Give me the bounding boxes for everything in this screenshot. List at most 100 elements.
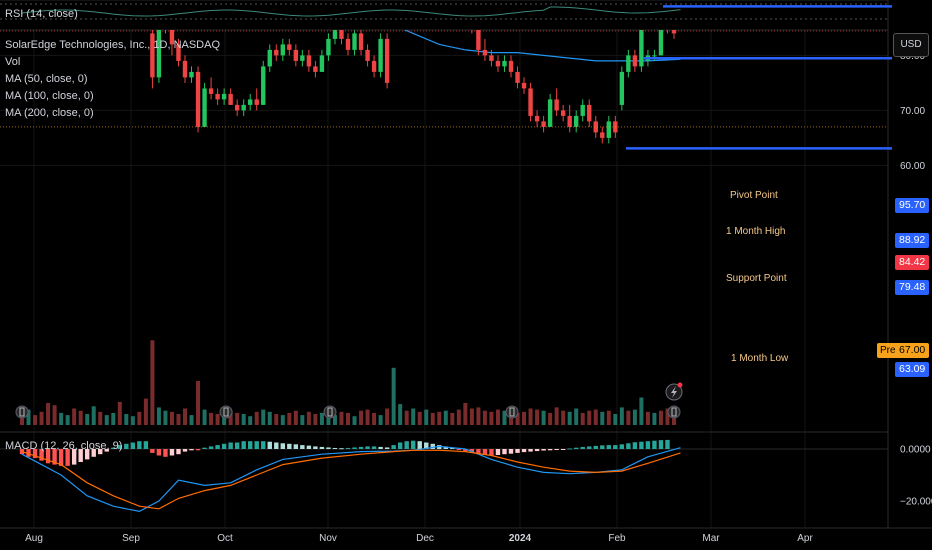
candle-body-79[interactable]	[534, 115, 540, 122]
earnings-icon-1[interactable]	[219, 405, 233, 419]
macd-hist-16	[124, 443, 129, 449]
candle-body-73[interactable]	[495, 60, 501, 67]
candle-body-90[interactable]	[606, 121, 611, 138]
candle-body-32[interactable]	[228, 93, 233, 105]
candle-body-72[interactable]	[489, 55, 494, 61]
candle-body-77[interactable]	[521, 82, 527, 89]
legend-vol[interactable]: Vol	[5, 56, 21, 68]
earnings-icon-0[interactable]	[15, 405, 29, 419]
candle-body-40[interactable]	[280, 44, 285, 56]
candle-body-43[interactable]	[300, 55, 305, 61]
candle-body-30[interactable]	[215, 93, 220, 100]
volume-bar-46	[319, 412, 324, 425]
candle-body-41[interactable]	[287, 44, 292, 50]
candle-body-97[interactable]	[652, 55, 657, 57]
macd-hist-38	[267, 441, 272, 449]
macd-hist-56	[384, 447, 390, 449]
candle-body-24[interactable]	[176, 44, 181, 61]
candle-body-81[interactable]	[547, 99, 553, 127]
candle-body-69[interactable]	[470, 11, 474, 28]
legend-title[interactable]: SolarEdge Technologies, Inc., 1D, NASDAQ	[5, 39, 221, 51]
time-tick-5: 2024	[509, 533, 532, 544]
legend-ma200[interactable]: MA (200, close, 0)	[5, 107, 94, 119]
candle-body-26[interactable]	[189, 71, 194, 78]
candle-body-83[interactable]	[560, 110, 566, 116]
macd-hist-57	[391, 445, 396, 449]
candle-body-49[interactable]	[339, 28, 344, 39]
candle-body-50[interactable]	[345, 38, 351, 50]
candle-body-52[interactable]	[358, 33, 364, 50]
macd-hist-64	[437, 445, 442, 449]
candle-body-36[interactable]	[254, 99, 259, 105]
candle-body-87[interactable]	[587, 104, 592, 122]
candle-body-74[interactable]	[502, 60, 507, 67]
support-point-label: Support Point	[726, 273, 787, 284]
candle-body-100[interactable]	[671, 28, 677, 34]
candle-body-27[interactable]	[195, 71, 201, 127]
earnings-icon-4[interactable]	[667, 405, 681, 419]
macd-hist-47	[326, 447, 331, 449]
volume-bar-21	[156, 407, 161, 425]
candle-body-33[interactable]	[234, 104, 240, 111]
currency-button[interactable]: USD	[893, 33, 929, 57]
candle-body-23[interactable]	[169, 17, 175, 45]
candle-body-28[interactable]	[202, 88, 207, 127]
candle-body-78[interactable]	[528, 88, 533, 116]
volume-bar-58	[398, 404, 403, 425]
month-low-price-tag: 63.09	[895, 362, 930, 377]
candle-body-46[interactable]	[319, 55, 325, 72]
candle-body-71[interactable]	[482, 49, 488, 56]
candle-body-82[interactable]	[554, 99, 559, 111]
candle-body-35[interactable]	[248, 99, 253, 105]
candle-body-48[interactable]	[332, 28, 338, 39]
candle-body-51[interactable]	[352, 33, 357, 50]
candle-body-53[interactable]	[365, 49, 370, 61]
candle-body-70[interactable]	[476, 28, 481, 50]
candle-body-76[interactable]	[515, 71, 520, 83]
candle-body-25[interactable]	[182, 60, 188, 78]
candle-body-75[interactable]	[508, 60, 514, 72]
candle-body-85[interactable]	[574, 115, 579, 127]
candle-body-89[interactable]	[600, 132, 605, 138]
macd-hist-52	[358, 446, 364, 449]
candle-body-80[interactable]	[541, 121, 546, 127]
candle-body-42[interactable]	[293, 49, 299, 61]
candle-body-54[interactable]	[371, 60, 377, 72]
earnings-icon-3[interactable]	[505, 405, 519, 419]
earnings-icon-2[interactable]	[323, 405, 337, 419]
candle-body-29[interactable]	[208, 88, 214, 94]
volume-bar-53	[365, 409, 370, 425]
volume-bar-15	[117, 401, 122, 425]
candle-body-88[interactable]	[593, 121, 598, 133]
candle-body-45[interactable]	[313, 66, 318, 72]
candle-body-34[interactable]	[241, 104, 246, 111]
candle-body-44[interactable]	[306, 55, 312, 67]
candle-body-37[interactable]	[261, 66, 266, 105]
candle-body-84[interactable]	[567, 115, 572, 127]
candle-body-38[interactable]	[267, 49, 272, 67]
macd-hist-21	[156, 449, 162, 456]
candle-body-93[interactable]	[626, 55, 631, 72]
candle-body-55[interactable]	[378, 38, 383, 72]
candle-body-47[interactable]	[326, 38, 331, 56]
legend-ma100[interactable]: MA (100, close, 0)	[5, 90, 94, 102]
volume-bar-56	[385, 408, 390, 425]
candle-body-94[interactable]	[632, 55, 638, 67]
candle-body-86[interactable]	[580, 104, 585, 116]
candle-body-92[interactable]	[619, 71, 625, 105]
macd-label[interactable]: MACD (12, 26, close, 9)	[5, 440, 123, 452]
candle-body-98[interactable]	[658, 17, 664, 56]
candle-body-20[interactable]	[150, 33, 155, 78]
candle-body-95[interactable]	[639, 22, 644, 67]
macd-hist-67	[456, 449, 462, 450]
candle-body-68[interactable]	[463, 0, 467, 11]
candle-body-56[interactable]	[384, 38, 390, 83]
candle-body-21[interactable]	[156, 28, 162, 78]
volume-bar-9	[78, 410, 83, 425]
rsi-label[interactable]: RSI (14, close)	[5, 8, 78, 20]
volume-bar-50	[346, 412, 350, 425]
legend-ma50[interactable]: MA (50, close, 0)	[5, 73, 88, 85]
candle-body-31[interactable]	[221, 93, 227, 100]
candle-body-39[interactable]	[274, 49, 279, 56]
